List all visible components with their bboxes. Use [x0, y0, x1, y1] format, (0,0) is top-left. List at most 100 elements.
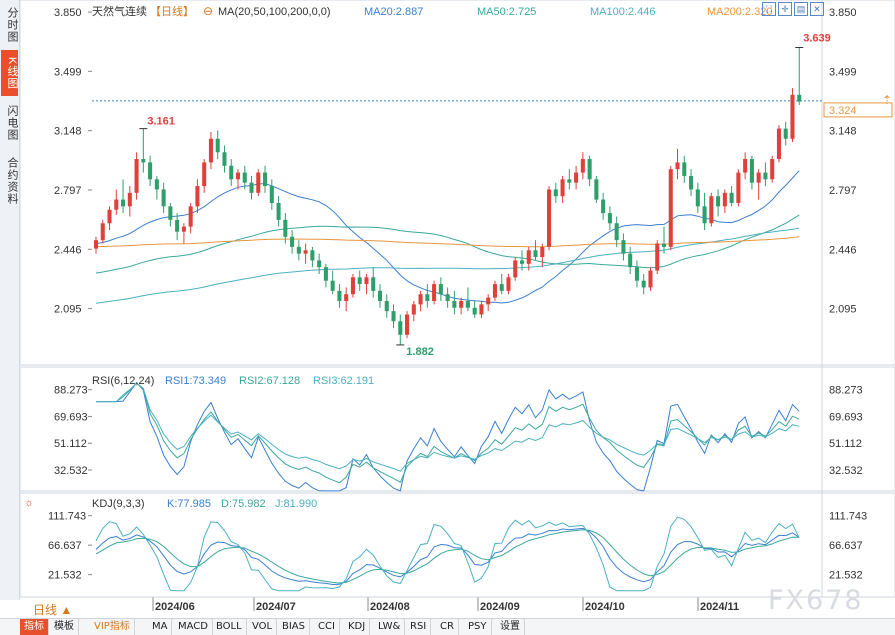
candle-body: [141, 159, 146, 163]
candle-body: [783, 128, 788, 139]
indicator-tab-11[interactable]: RSI: [406, 619, 432, 635]
candle-body: [465, 300, 470, 308]
candle-body: [391, 311, 396, 322]
candle-body: [634, 267, 639, 281]
indicator-tab-3[interactable]: MA: [148, 619, 173, 635]
period-selector[interactable]: 日线 ▲: [33, 603, 73, 617]
price-tick-label-right: 3.499: [829, 66, 857, 78]
indicator-tab-2[interactable]: VIP指标: [90, 619, 135, 635]
candle-body: [235, 172, 241, 180]
candle-body: [127, 192, 132, 207]
indicator-tab-8[interactable]: CCI: [314, 619, 340, 635]
candle-body: [121, 199, 126, 207]
indicator-tab-6[interactable]: VOL: [248, 619, 278, 635]
x-axis-label: 2024/10: [585, 601, 625, 613]
period-tag: 【日线】: [150, 4, 194, 18]
rsi-tick-label-right: 88.273: [829, 385, 863, 397]
indicator-tab-10[interactable]: LW&: [374, 619, 406, 635]
candle-body: [472, 307, 477, 315]
indicator-tab-4[interactable]: MACD: [174, 619, 213, 635]
candle-body: [438, 284, 443, 295]
candle-body: [716, 196, 721, 207]
tab-flash[interactable]: 闪电图: [6, 105, 18, 141]
candle-body: [675, 162, 680, 170]
candle-body: [580, 159, 585, 173]
candle-body: [560, 179, 565, 197]
crosshair-icon[interactable]: ✛: [778, 2, 792, 16]
candle-body: [411, 304, 416, 315]
candle-body: [499, 284, 504, 291]
chart-settings-icon[interactable]: ▤: [794, 2, 808, 16]
price-tick-label-left: 3.499: [54, 66, 82, 78]
current-price-label: 3.324: [829, 105, 857, 117]
candle-body: [100, 223, 105, 241]
candle-body: [269, 186, 274, 203]
fullscreen-icon[interactable]: ⛶: [762, 2, 776, 16]
tab-contract-info[interactable]: 合约资料: [6, 157, 18, 205]
rsi-tick-label-right: 69.693: [829, 411, 863, 423]
rsi-line-2: [96, 382, 800, 484]
ma-value-label: MA100:2.446: [590, 6, 655, 18]
candle-body: [689, 175, 694, 190]
kdj-tick-label-left: 21.532: [48, 570, 82, 582]
candle-body: [283, 219, 288, 237]
ma-value-label: MA200:2.320: [707, 6, 772, 18]
kdj-value-label: D:75.982: [221, 498, 266, 510]
candle-body: [107, 209, 112, 224]
candle-body: [337, 290, 342, 301]
indicator-tab-5[interactable]: BOLL: [212, 619, 247, 635]
rsi-value-label: RSI2:67.128: [239, 375, 300, 387]
candle-body: [459, 300, 464, 308]
candle-body: [574, 172, 579, 183]
candle-body: [513, 260, 518, 278]
candle-body: [188, 206, 193, 227]
x-axis-label: 2024/09: [480, 601, 520, 613]
kdj-value-label: K:77.985: [167, 498, 211, 510]
candle-body: [425, 294, 430, 301]
candle-body: [709, 196, 714, 224]
indicator-tab-14[interactable]: 设置: [496, 619, 525, 635]
rsi-line-3: [96, 382, 800, 472]
candle-body: [547, 189, 552, 247]
candle-body: [533, 250, 538, 258]
indicator-tab-9[interactable]: KDJ: [344, 619, 371, 635]
x-axis-label: 2024/08: [370, 601, 410, 613]
tab-kline[interactable]: K线图: [1, 50, 18, 96]
candle-body: [432, 284, 437, 301]
indicator-tab-1[interactable]: 模板: [50, 619, 79, 635]
indicator-tab-13[interactable]: PSY: [464, 619, 492, 635]
x-axis-label: 2024/06: [155, 601, 195, 613]
candle-body: [776, 128, 781, 160]
price-tick-label-left: 3.850: [54, 7, 82, 19]
candle-body: [607, 213, 612, 224]
current-price-box: [823, 102, 893, 118]
kdj-value-label: J:81.990: [275, 498, 317, 510]
candle-body: [492, 284, 497, 298]
candle-body: [377, 290, 383, 301]
price-tick-label-left: 2.095: [54, 304, 82, 316]
candle-body: [763, 172, 768, 180]
candle-body: [736, 172, 741, 203]
candle-body: [195, 186, 200, 207]
candle-body: [154, 179, 159, 190]
rsi-value-label: RSI3:62.191: [313, 375, 374, 387]
candle-body: [506, 277, 511, 291]
indicator-tab-0[interactable]: 指标: [20, 619, 49, 635]
candle-body: [567, 179, 572, 183]
candle-body: [202, 162, 207, 187]
indicator-tab-12[interactable]: CR: [436, 619, 459, 635]
candle-body: [398, 321, 403, 335]
indicator-tab-7[interactable]: BIAS: [278, 619, 310, 635]
candle-body: [405, 314, 410, 335]
candle-body: [594, 179, 599, 200]
candle-body: [256, 172, 261, 193]
rsi-tick-label-right: 51.112: [829, 438, 862, 450]
candle-body: [330, 280, 335, 291]
candle-body: [668, 169, 673, 247]
candle-body: [797, 94, 802, 102]
candle-body: [655, 243, 660, 271]
tab-timeshare[interactable]: 分时图: [6, 7, 18, 43]
close-icon[interactable]: ✕: [810, 2, 824, 16]
candle-body: [168, 206, 173, 220]
chart-canvas[interactable]: 3.850 3.850 3.499 3.499 3.148 3.148 2.797 2.797…: [0, 0, 895, 618]
